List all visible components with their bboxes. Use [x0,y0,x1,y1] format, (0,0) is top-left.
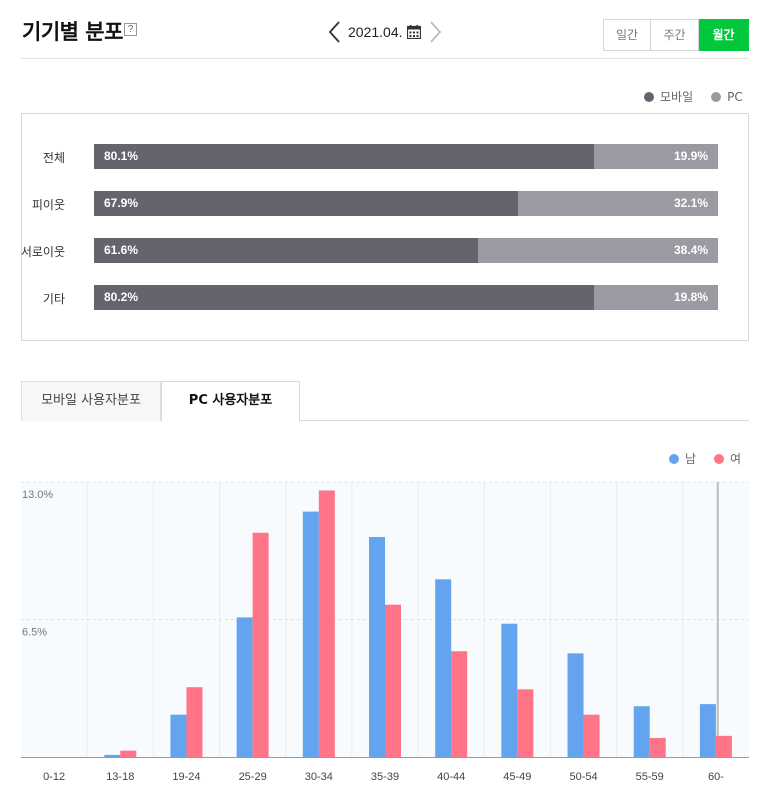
device-row-label: 서로이웃 [20,245,65,259]
mobile-share-bar: 80.1% [94,144,594,169]
legend-female: 여 [714,450,741,467]
female-bar [517,689,534,757]
x-tick-label: 13-18 [106,771,134,783]
age-distribution-chart: 13.0% 6.5% 0-12 13-18 19-24 25-29 30-34 35-39 40… [21,481,749,783]
female-bar [318,490,335,757]
pc-share-label: 19.8% [673,290,708,304]
male-bar [633,706,650,757]
period-weekly-button[interactable]: 주간 [651,19,699,51]
female-bar [186,687,203,757]
female-bar [583,714,600,757]
period-daily-button[interactable]: 일간 [603,19,651,51]
help-icon[interactable]: ? [124,23,137,36]
male-dot-icon [669,453,679,464]
legend-mobile-label: 모바일 [660,90,694,104]
female-bar [385,604,401,757]
female-bar [120,750,137,757]
device-row-label: 전체 [42,151,65,165]
legend-pc-label: PC [727,89,743,104]
female-bar [252,532,269,757]
device-row-label: 기타 [42,292,65,306]
calendar-icon[interactable] [406,25,421,39]
device-bar: 80.2% 19.8% [94,285,718,310]
pc-share-label: 19.9% [673,149,708,163]
device-legend: 모바일 PC [626,88,743,105]
period-monthly-button[interactable]: 월간 [699,19,749,51]
device-distribution-panel: 전체 80.1% 19.9% 피이웃 67.9% 32.1% 서로이웃 61.6% 38.4% 기… [21,113,749,341]
x-tick-label: 19-24 [172,771,200,783]
device-bar: 80.1% 19.9% [94,144,718,169]
date-navigator: 2021.04. [326,18,445,46]
mobile-share-label: 67.9% [104,196,139,210]
female-dot-icon [714,453,725,464]
x-tick-label: 30-34 [305,771,333,783]
pc-share-bar: 19.9% [594,144,718,169]
pc-share-bar: 38.4% [478,238,718,263]
female-bar [451,651,468,757]
page-title: 기기별 분포 [22,20,123,44]
legend-male: 남 [669,450,696,467]
device-bar: 67.9% 32.1% [94,191,718,216]
legend-female-label: 여 [730,452,742,466]
gender-legend: 남 여 [651,450,741,467]
male-bar [369,537,385,757]
x-tick-label: 35-39 [371,771,399,783]
chevron-left-icon[interactable] [326,19,346,45]
pc-share-label: 32.1% [673,196,708,210]
y-tick-label: 6.5% [22,627,47,639]
mobile-share-bar: 61.6% [94,238,478,263]
male-bar [435,579,452,757]
period-toggle: 일간 주간 월간 [603,19,749,51]
mobile-share-label: 61.6% [104,243,139,257]
legend-male-label: 남 [685,452,697,466]
x-tick-label: 0-12 [43,771,65,783]
tab-pc-users[interactable]: PC 사용자분포 [161,381,300,422]
pc-share-bar: 19.8% [594,285,718,310]
male-bar [302,511,319,757]
y-tick-label: 13.0% [22,489,53,501]
mobile-dot-icon [644,91,654,102]
mobile-share-label: 80.2% [104,290,139,304]
chevron-right-icon[interactable] [425,19,445,45]
device-row-label: 피이웃 [31,198,65,212]
male-bar [104,754,121,757]
device-bar: 61.6% 38.4% [94,238,718,263]
x-tick-label: 40-44 [437,771,465,783]
mobile-share-bar: 67.9% [94,191,518,216]
legend-pc: PC [711,90,743,104]
x-tick-label: 60- [708,771,724,783]
header-divider [21,58,749,59]
pc-dot-icon [711,91,722,102]
pc-share-label: 38.4% [673,243,708,257]
male-bar [236,617,253,757]
distribution-tabs: 모바일 사용자분포 PC 사용자분포 [21,381,749,422]
current-date: 2021.04. [348,24,403,40]
legend-mobile: 모바일 [644,88,693,105]
male-bar [501,623,518,757]
female-bar [649,737,666,757]
mobile-share-label: 80.1% [104,149,139,163]
male-bar [567,653,584,757]
female-bar [715,735,732,757]
male-bar [699,704,716,757]
x-tick-label: 25-29 [239,771,267,783]
x-tick-label: 50-54 [569,771,597,783]
pc-share-bar: 32.1% [518,191,718,216]
tab-mobile-users[interactable]: 모바일 사용자분포 [21,381,161,421]
x-tick-label: 55-59 [636,771,664,783]
x-tick-label: 45-49 [503,771,531,783]
mobile-share-bar: 80.2% [94,285,594,310]
male-bar [170,714,187,757]
